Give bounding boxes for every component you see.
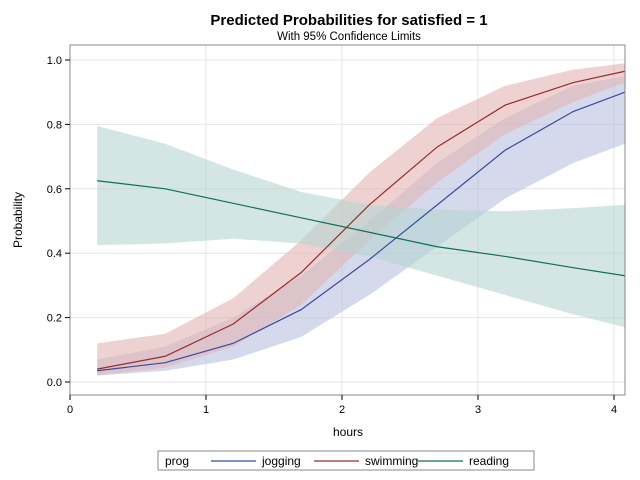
series-lines [97, 70, 626, 372]
y-axis-label: Probability [11, 192, 25, 248]
x-tick-label-1: 1 [203, 404, 209, 416]
chart-subtitle: With 95% Confidence Limits [277, 31, 421, 43]
confidence-bands [97, 63, 625, 376]
y-tick-label-3: 0.6 [47, 184, 62, 196]
series-line-jogging [97, 91, 626, 372]
y-tick-label-4: 0.8 [47, 119, 62, 131]
y-axis-ticks: 0.0 0.2 0.4 0.6 0.8 1.0 [47, 55, 70, 389]
confidence-band-jogging [97, 76, 625, 376]
y-tick-label-0: 0.0 [47, 377, 62, 389]
x-tick-label-0: 0 [67, 404, 73, 416]
chart-title: Predicted Probabilities for satisfied = … [210, 12, 487, 29]
x-tick-label-4: 4 [611, 404, 617, 416]
x-axis-ticks: 0 1 2 3 4 [67, 395, 617, 416]
series-line-swimming [97, 70, 626, 370]
legend: prog jogging swimming reading [157, 450, 535, 471]
confidence-band-reading [97, 126, 625, 328]
legend-label-reading: reading [469, 454, 509, 468]
y-tick-label-1: 0.2 [47, 313, 62, 325]
plot-area-frame [69, 44, 626, 396]
x-axis-label: hours [333, 425, 363, 439]
x-tick-label-2: 2 [339, 404, 345, 416]
legend-label-swimming: swimming [365, 454, 418, 468]
legend-items: jogging swimming reading [211, 454, 509, 468]
legend-label-jogging: jogging [261, 454, 301, 468]
series-line-reading [97, 180, 625, 277]
y-tick-label-5: 1.0 [47, 55, 62, 67]
legend-title: prog [165, 454, 189, 468]
y-tick-label-2: 0.4 [47, 248, 62, 260]
x-tick-label-3: 3 [475, 404, 481, 416]
